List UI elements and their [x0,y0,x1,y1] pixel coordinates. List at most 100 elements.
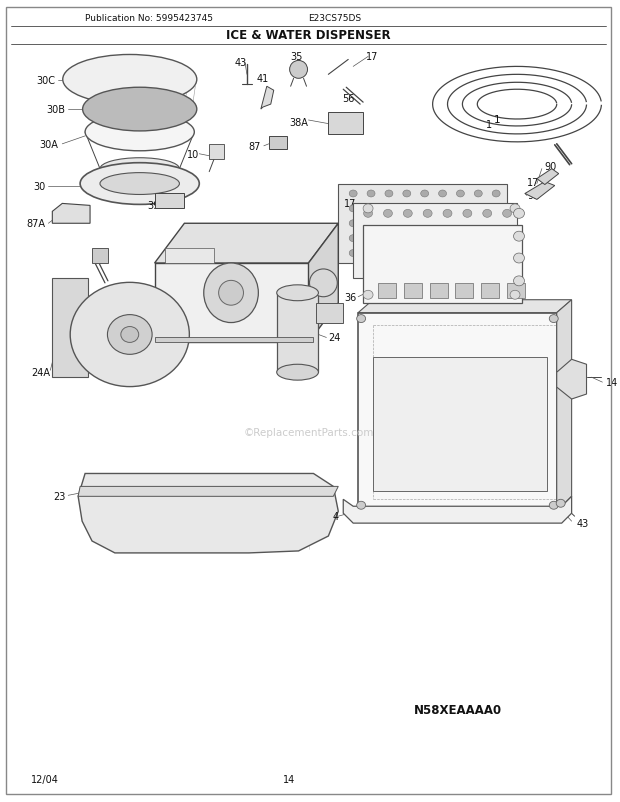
Ellipse shape [492,205,500,213]
Ellipse shape [423,227,432,235]
Ellipse shape [443,242,452,249]
Text: 38A: 38A [290,118,309,128]
Polygon shape [358,314,557,512]
Polygon shape [316,303,343,323]
Polygon shape [52,205,90,224]
Ellipse shape [383,210,392,218]
Ellipse shape [107,315,152,355]
Polygon shape [329,113,363,135]
Text: 1: 1 [494,115,500,125]
Ellipse shape [492,191,500,198]
Ellipse shape [385,205,393,213]
Polygon shape [373,358,547,492]
Text: E23CS75DS: E23CS75DS [309,14,361,23]
Ellipse shape [492,250,500,257]
Ellipse shape [463,210,472,218]
Ellipse shape [513,277,525,286]
Ellipse shape [492,236,500,242]
Polygon shape [164,249,214,264]
Ellipse shape [385,191,393,198]
Ellipse shape [404,242,412,249]
Polygon shape [456,283,473,298]
Polygon shape [343,496,572,524]
Ellipse shape [456,205,464,213]
Ellipse shape [349,205,357,213]
Ellipse shape [290,61,308,79]
Text: 1: 1 [486,119,492,130]
Text: 8: 8 [218,289,224,298]
Ellipse shape [82,88,197,132]
Ellipse shape [483,210,492,218]
Polygon shape [154,224,339,264]
Polygon shape [557,360,587,399]
Text: Publication No: 5995423745: Publication No: 5995423745 [85,14,213,23]
Text: 17: 17 [527,177,539,188]
Polygon shape [353,205,517,278]
Ellipse shape [385,221,393,228]
Ellipse shape [474,236,482,242]
Ellipse shape [85,114,194,152]
Polygon shape [92,249,108,264]
Ellipse shape [403,191,411,198]
Ellipse shape [483,257,492,265]
Ellipse shape [549,502,558,509]
Polygon shape [525,182,555,200]
Ellipse shape [456,250,464,257]
Ellipse shape [510,291,520,300]
Text: N58XEAAAA0: N58XEAAAA0 [414,703,502,716]
Ellipse shape [438,221,446,228]
Text: 30A: 30A [40,140,58,150]
Text: 14: 14 [606,378,619,387]
Polygon shape [309,224,339,343]
Text: 12/04: 12/04 [30,775,58,784]
Text: 30B: 30B [46,105,65,115]
Polygon shape [154,194,184,209]
Ellipse shape [403,205,411,213]
Ellipse shape [492,221,500,228]
Polygon shape [154,264,309,343]
Ellipse shape [404,210,412,218]
Ellipse shape [367,236,375,242]
Ellipse shape [456,191,464,198]
Text: 43: 43 [577,518,589,529]
Text: 24A: 24A [32,368,50,378]
Ellipse shape [404,257,412,265]
Ellipse shape [456,221,464,228]
Ellipse shape [474,191,482,198]
Text: 24: 24 [329,333,341,343]
Text: 90: 90 [545,161,557,172]
Ellipse shape [443,257,452,265]
Ellipse shape [513,209,525,219]
Text: 87: 87 [249,142,261,152]
Ellipse shape [219,281,244,306]
Ellipse shape [443,227,452,235]
Polygon shape [537,169,559,185]
Ellipse shape [404,227,412,235]
Ellipse shape [503,210,512,218]
Ellipse shape [513,232,525,242]
Text: 10: 10 [187,149,199,160]
Polygon shape [430,283,448,298]
Polygon shape [404,283,422,298]
Ellipse shape [363,210,373,218]
Ellipse shape [367,191,375,198]
Ellipse shape [363,227,373,235]
Text: 41: 41 [257,75,269,84]
Ellipse shape [349,221,357,228]
Ellipse shape [403,250,411,257]
Ellipse shape [383,257,392,265]
Polygon shape [269,136,286,150]
Text: 87A: 87A [27,219,45,229]
Ellipse shape [438,236,446,242]
Ellipse shape [385,250,393,257]
Polygon shape [78,487,339,496]
Ellipse shape [474,205,482,213]
Ellipse shape [277,365,319,381]
Ellipse shape [438,191,446,198]
Polygon shape [507,283,525,298]
Text: 36: 36 [344,293,356,302]
Ellipse shape [421,236,428,242]
Polygon shape [261,87,274,110]
Text: 39: 39 [148,201,160,211]
Ellipse shape [421,221,428,228]
